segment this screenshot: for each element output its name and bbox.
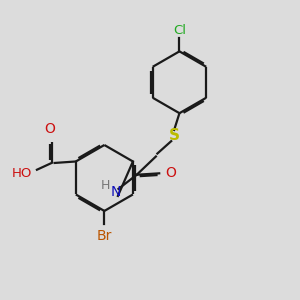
Text: Br: Br xyxy=(97,229,112,243)
Text: S: S xyxy=(169,128,180,143)
Text: HO: HO xyxy=(12,167,32,180)
Text: Cl: Cl xyxy=(173,24,186,37)
Text: O: O xyxy=(166,166,176,180)
Text: N: N xyxy=(110,185,121,200)
Text: O: O xyxy=(45,122,56,136)
Text: H: H xyxy=(100,178,110,191)
